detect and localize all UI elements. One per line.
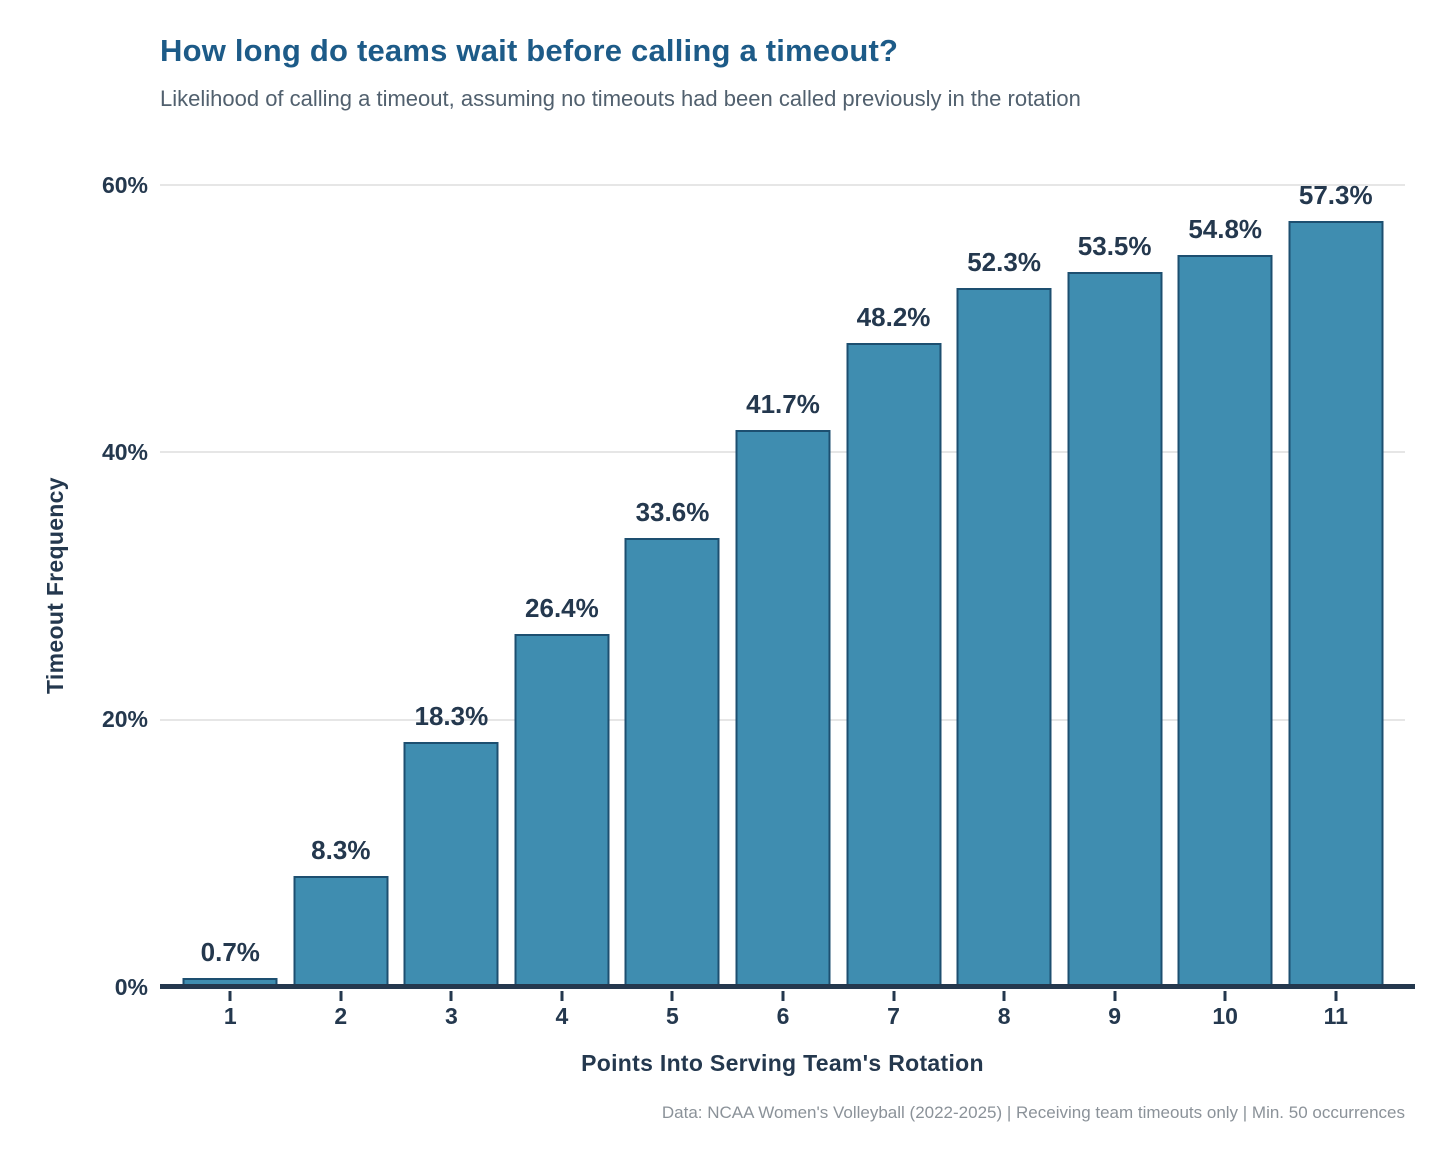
bar-value-label: 48.2%	[856, 301, 931, 332]
bar	[846, 342, 942, 987]
x-tick-label: 5	[666, 1003, 679, 1029]
bar-strip: 0.7% 1 8.3% 2 18.3% 3 26.4% 4 33.6% 5 41.7% 6 48.2% 7…	[175, 180, 1391, 1029]
x-tick-label: 3	[444, 1003, 458, 1029]
bar-slot: 52.3% 8	[949, 185, 1060, 1029]
bar	[403, 742, 499, 987]
x-tick-label: 7	[887, 1003, 900, 1029]
x-tick-label: 4	[555, 1003, 569, 1029]
bar-slot: 57.3% 11	[1280, 180, 1391, 1029]
bar-slot: 0.7% 1	[175, 185, 286, 1029]
bar-slot: 33.6% 5	[617, 185, 728, 1029]
plot-area: 0% 20% 40% 60% 0.7% 1 8.3% 2 18.3% 3 26.4% 4 33.6% 5…	[102, 172, 1415, 1029]
y-tick-label: 20%	[101, 706, 148, 733]
bar-slot: 41.7% 6	[728, 185, 839, 1029]
bar-value-label: 0.7%	[200, 936, 260, 967]
bar	[1288, 221, 1384, 987]
bar-value-label: 33.6%	[635, 496, 710, 527]
bar	[182, 977, 278, 987]
bar-value-label: 57.3%	[1298, 180, 1373, 211]
bar	[293, 876, 389, 987]
bar-slot: 8.3% 2	[286, 185, 397, 1029]
bar-value-label: 26.4%	[525, 593, 599, 624]
bar-value-label: 8.3%	[311, 835, 371, 866]
y-tick-label: 60%	[101, 171, 148, 198]
x-tick-mark	[892, 991, 896, 1001]
x-tick-mark	[1113, 991, 1117, 1001]
bar	[514, 634, 610, 987]
x-tick-label: 2	[334, 1003, 348, 1029]
bar-value-label: 52.3%	[967, 246, 1041, 277]
x-tick-label: 8	[997, 1003, 1011, 1029]
x-tick-mark	[1002, 991, 1006, 1001]
bar-value-label: 41.7%	[746, 388, 820, 419]
bar-slot: 53.5% 9	[1059, 185, 1170, 1029]
bar	[1067, 271, 1163, 987]
x-tick-label: 11	[1323, 1003, 1348, 1029]
x-tick-label: 9	[1108, 1003, 1122, 1029]
gridline-60%	[160, 184, 1405, 186]
x-tick-mark	[1223, 991, 1227, 1001]
x-axis-title: Points Into Serving Team's Rotation	[581, 1050, 984, 1076]
x-tick-label: 6	[776, 1003, 790, 1029]
x-tick-mark	[560, 991, 564, 1001]
x-tick-mark	[670, 991, 674, 1001]
y-tick-label: 0%	[114, 973, 148, 1000]
bar-slot: 18.3% 3	[396, 185, 507, 1029]
chart-title: How long do teams wait before calling a …	[160, 33, 899, 68]
x-tick-mark	[1334, 991, 1338, 1001]
x-tick-label: 10	[1212, 1003, 1238, 1029]
bar	[735, 429, 831, 987]
x-tick-mark	[339, 991, 343, 1001]
bar-slot: 54.8% 10	[1170, 185, 1281, 1029]
bar	[1177, 254, 1273, 987]
bar	[956, 287, 1052, 987]
y-tick-label: 40%	[101, 438, 148, 465]
bar	[624, 537, 720, 987]
x-axis-line	[160, 984, 1415, 989]
bar-value-label: 18.3%	[414, 701, 489, 732]
bar-slot: 26.4% 4	[507, 185, 618, 1029]
bar-slot: 48.2% 7	[838, 185, 949, 1029]
y-axis-title: Timeout Frequency	[42, 477, 68, 695]
x-tick-mark	[449, 991, 453, 1001]
chart-subtitle: Likelihood of calling a timeout, assumin…	[160, 86, 1081, 111]
bar-value-label: 54.8%	[1188, 213, 1263, 244]
x-tick-mark	[781, 991, 785, 1001]
x-tick-label: 1	[223, 1003, 237, 1029]
x-tick-mark	[228, 991, 232, 1001]
data-source-note: Data: NCAA Women's Volleyball (2022-2025…	[661, 1103, 1405, 1122]
bar-value-label: 53.5%	[1077, 230, 1152, 261]
